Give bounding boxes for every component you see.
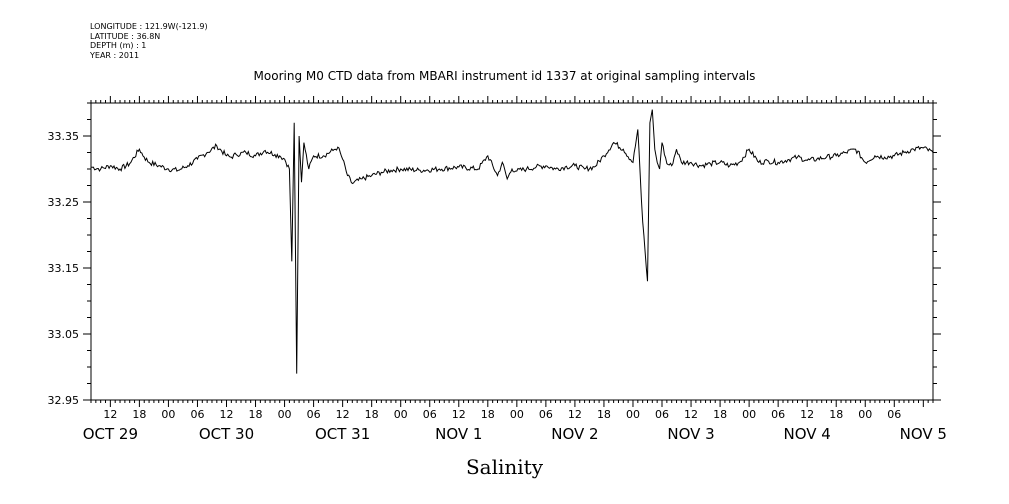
x-day-label: OCT 29 [83, 425, 138, 443]
x-hour-label: 06 [190, 408, 204, 421]
chart-title: Mooring M0 CTD data from MBARI instrumen… [253, 69, 756, 83]
x-hour-label: 00 [510, 408, 524, 421]
y-tick-label: 33.35 [48, 130, 80, 143]
x-day-label: OCT 30 [199, 425, 254, 443]
x-hour-label: 12 [452, 408, 466, 421]
x-hour-label: 06 [539, 408, 553, 421]
x-hour-label: 00 [394, 408, 408, 421]
x-hour-label: 06 [307, 408, 321, 421]
x-hour-label: 18 [829, 408, 843, 421]
y-tick-label: 33.25 [48, 196, 80, 209]
x-hour-label: 06 [887, 408, 901, 421]
y-tick-label: 33.15 [48, 262, 80, 275]
x-hour-label: 18 [249, 408, 263, 421]
x-hour-label: 12 [103, 408, 117, 421]
x-hour-label: 12 [219, 408, 233, 421]
x-hour-label: 00 [626, 408, 640, 421]
x-hour-label: 06 [423, 408, 437, 421]
y-axis: 33.35 33.25 33.15 33.05 32.95 [48, 102, 941, 407]
x-hour-label: 12 [336, 408, 350, 421]
x-hour-label: 18 [481, 408, 495, 421]
x-day-label: NOV 2 [551, 425, 598, 443]
x-day-label: NOV 3 [667, 425, 714, 443]
x-hour-label: 12 [568, 408, 582, 421]
x-day-label: NOV 5 [900, 425, 947, 443]
x-day-label: NOV 1 [435, 425, 482, 443]
x-hour-label: 18 [597, 408, 611, 421]
depth-label: DEPTH (m) : 1 [90, 41, 147, 50]
longitude-label: LONGITUDE : 121.9W(-121.9) [90, 22, 208, 31]
x-day-label: NOV 4 [784, 425, 831, 443]
x-hour-label: 00 [742, 408, 756, 421]
x-day-label: OCT 31 [315, 425, 370, 443]
year-label: YEAR : 2011 [90, 50, 140, 60]
x-hour-label: 00 [278, 408, 292, 421]
x-hour-label: 00 [161, 408, 175, 421]
x-axis-label: Salinity [465, 455, 544, 479]
x-hour-label: 18 [132, 408, 146, 421]
x-hour-label: 12 [800, 408, 814, 421]
salinity-series-line [90, 109, 934, 374]
x-hour-label: 06 [771, 408, 785, 421]
x-hour-label: 18 [365, 408, 379, 421]
latitude-label: LATITUDE : 36.8N [90, 31, 161, 41]
x-hour-label: 00 [858, 408, 872, 421]
y-tick-label: 33.05 [48, 328, 80, 341]
x-hour-label: 06 [655, 408, 669, 421]
x-hour-label: 18 [713, 408, 727, 421]
x-hour-label: 12 [684, 408, 698, 421]
x-axis: 12 18 00 06 12 18 00 06 12 18 00 06 12 18 00 06 12 18 00 06… [83, 96, 947, 443]
station-metadata: LONGITUDE : 121.9W(-121.9) LATITUDE : 36… [90, 22, 208, 60]
y-tick-label: 32.95 [48, 394, 80, 407]
